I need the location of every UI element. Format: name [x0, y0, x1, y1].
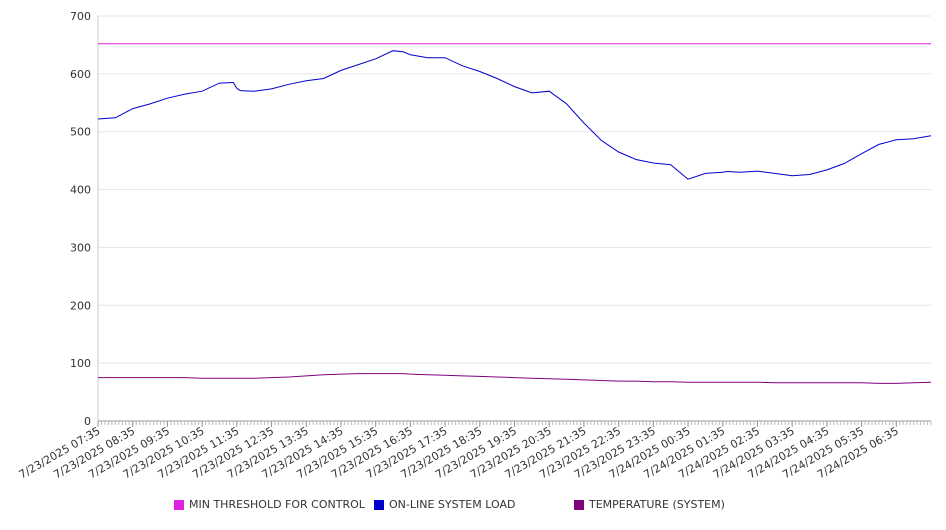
legend-label-temperature: TEMPERATURE (SYSTEM) [589, 498, 725, 511]
y-tick-label: 400 [70, 184, 91, 197]
legend-swatch-min-threshold [174, 499, 184, 510]
legend-swatch-online-system-load [374, 499, 384, 510]
y-tick-label: 200 [70, 299, 91, 312]
legend-item-online-system-load[interactable]: ON-LINE SYSTEM LOAD [374, 498, 515, 511]
legend-label-online-system-load: ON-LINE SYSTEM LOAD [389, 498, 516, 511]
legend: MIN THRESHOLD FOR CONTROL ON-LINE SYSTEM… [0, 498, 946, 514]
legend-swatch-temperature [574, 499, 584, 510]
y-tick-label: 600 [70, 68, 91, 81]
legend-label-min-threshold: MIN THRESHOLD FOR CONTROL [189, 498, 365, 511]
y-tick-label: 700 [70, 10, 91, 23]
series-line-2 [98, 373, 932, 384]
legend-item-min-threshold[interactable]: MIN THRESHOLD FOR CONTROL [174, 498, 365, 511]
y-tick-label: 0 [84, 415, 91, 428]
series-line-1 [97, 50, 932, 180]
y-tick-label: 500 [70, 126, 91, 139]
y-tick-label: 300 [70, 241, 91, 254]
legend-item-temperature[interactable]: TEMPERATURE (SYSTEM) [574, 498, 725, 511]
y-tick-label: 100 [70, 357, 91, 370]
